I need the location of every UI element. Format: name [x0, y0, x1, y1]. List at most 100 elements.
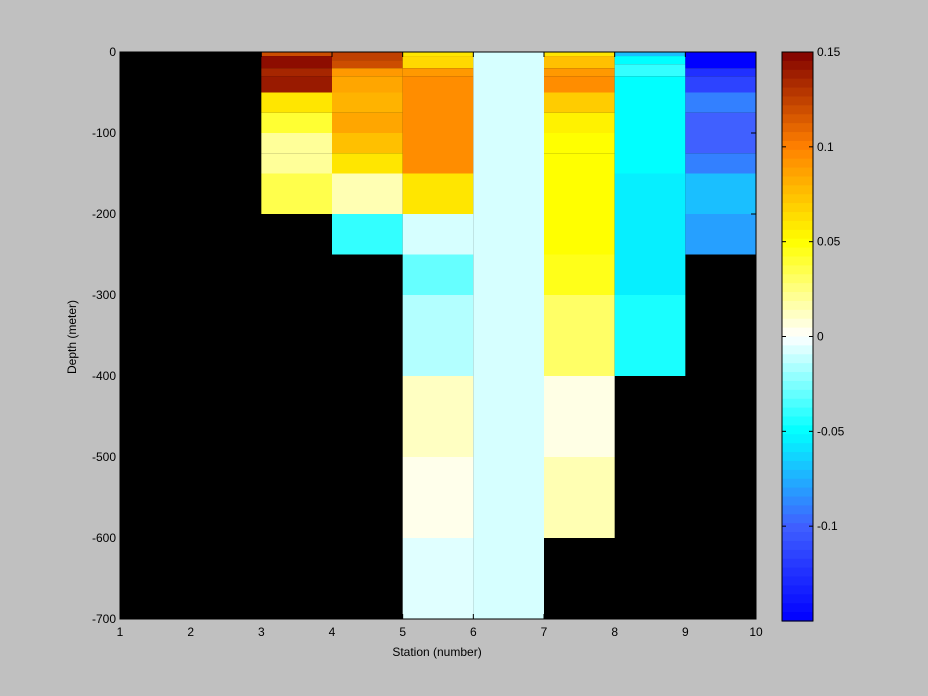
colorbar-step: [782, 549, 813, 560]
heatmap-cell: [685, 133, 756, 154]
heatmap-cell: [402, 254, 474, 295]
heatmap-cell: [261, 76, 332, 93]
colorbar-step: [782, 318, 813, 329]
heatmap-cell: [332, 52, 403, 61]
colorbar-step: [782, 256, 813, 266]
colorbar-step: [782, 327, 813, 338]
colorbar-step: [782, 363, 813, 373]
colorbar-step: [782, 558, 813, 569]
heatmap-cell: [332, 112, 403, 133]
heatmap-cell: [332, 60, 403, 69]
heatmap-cell: [332, 92, 403, 113]
heatmap-cell: [261, 68, 332, 77]
colorbar-step: [782, 336, 813, 346]
colorbar-step: [782, 416, 813, 427]
heatmap-cell: [402, 92, 474, 174]
colorbar-gradient: [782, 52, 813, 622]
colorbar-step: [782, 496, 813, 507]
heatmap-cells: [261, 52, 756, 619]
colorbar-step: [782, 292, 813, 302]
colorbar-step: [782, 380, 813, 391]
colorbar-tick-label: -0.05: [817, 424, 845, 438]
heatmap-cell: [261, 56, 332, 69]
heatmap-cell: [685, 76, 756, 93]
heatmap-cell: [402, 173, 474, 214]
colorbar-step: [782, 505, 813, 515]
colorbar-step: [782, 612, 813, 622]
y-tick-label: -600: [92, 531, 116, 545]
colorbar-step: [782, 78, 813, 89]
y-tick-label: -500: [92, 450, 116, 464]
y-axis: 0 -100 -200 -300 -400 -500 -600 -700: [92, 45, 756, 626]
heatmap-cell: [402, 56, 474, 69]
colorbar-tick-label: 0: [817, 330, 824, 344]
heatmap-cell: [544, 52, 615, 57]
heatmap-cell: [402, 52, 474, 57]
heatmap-cell: [614, 64, 686, 77]
heatmap-cell: [544, 68, 615, 77]
colorbar-step: [782, 300, 813, 311]
x-tick-label: 4: [329, 625, 336, 639]
y-axis-label: Depth (meter): [65, 300, 79, 374]
heatmap-cell: [261, 92, 332, 113]
colorbar-step: [782, 452, 813, 462]
heatmap-cell: [402, 538, 474, 619]
heatmap-cell: [544, 92, 615, 113]
colorbar-step: [782, 443, 813, 453]
colorbar-step: [782, 114, 813, 124]
colorbar-step: [782, 345, 813, 355]
heatmap-cell: [614, 52, 686, 57]
colorbar-step: [782, 238, 813, 249]
heatmap-cell: [685, 112, 756, 133]
heatmap-cell: [332, 173, 403, 214]
heatmap-cell: [402, 68, 474, 77]
heatmap-cell: [402, 76, 474, 93]
heatmap-cell: [332, 76, 403, 93]
colorbar-step: [782, 398, 813, 409]
colorbar-step: [782, 594, 813, 604]
heatmap-cell: [685, 68, 756, 77]
y-tick-label: -400: [92, 369, 116, 383]
colorbar-step: [782, 514, 813, 524]
heatmap-cell: [332, 214, 403, 255]
colorbar-step: [782, 265, 813, 275]
heatmap-cell: [544, 457, 615, 538]
heatmap-cell: [473, 52, 544, 619]
colorbar-step: [782, 576, 813, 587]
heatmap-cell: [614, 56, 686, 65]
x-tick-label: 7: [541, 625, 548, 639]
colorbar-step: [782, 220, 813, 231]
colorbar-step: [782, 567, 813, 578]
colorbar-step: [782, 523, 813, 533]
heatmap-cell: [261, 133, 332, 154]
colorbar: 0.15 0.1 0.05 0 -0.05 -0.1: [781, 45, 845, 622]
x-axis: 1 2 3 4 5 6 7 8 9 10: [117, 52, 763, 639]
heatmap-cell: [544, 295, 615, 376]
colorbar-step: [782, 185, 813, 195]
colorbar-step: [782, 176, 813, 186]
heatmap-cell: [261, 52, 332, 57]
colorbar-step: [782, 52, 813, 62]
colorbar-step: [782, 585, 813, 595]
y-tick-label: -200: [92, 207, 116, 221]
colorbar-step: [782, 460, 813, 471]
heatmap-cell: [544, 76, 615, 93]
x-tick-label: 5: [399, 625, 406, 639]
colorbar-step: [782, 425, 813, 435]
heatmap-cell: [614, 76, 686, 174]
y-tick-label: -300: [92, 288, 116, 302]
colorbar-step: [782, 469, 813, 480]
heatmap-cell: [402, 376, 474, 457]
colorbar-step: [782, 532, 813, 542]
heatmap-cell: [544, 112, 615, 133]
colorbar-step: [782, 372, 813, 382]
x-tick-label: 1: [117, 625, 124, 639]
colorbar-step: [782, 87, 813, 98]
colorbar-tick-label: 0.05: [817, 235, 841, 249]
heatmap-cell: [402, 214, 474, 255]
x-tick-label: 3: [258, 625, 265, 639]
colorbar-step: [782, 212, 813, 222]
colorbar-step: [782, 140, 813, 151]
heatmap-cell: [685, 153, 756, 174]
x-tick-label: 2: [187, 625, 194, 639]
